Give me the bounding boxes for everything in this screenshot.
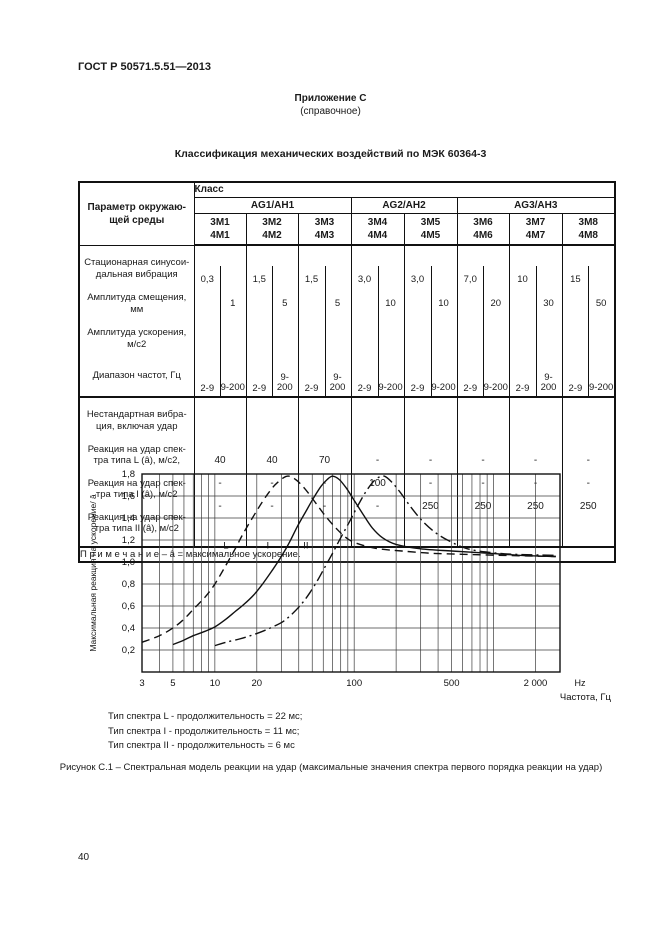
x-tick: 10 (210, 678, 221, 689)
table-cell: --250 (561, 396, 616, 548)
table-cell: 70- - (297, 396, 352, 548)
stationary-vibration-block: Стационарная синусои- дальная вибрация А… (78, 244, 616, 398)
class-3m3: 3M3 4M3 (297, 212, 352, 246)
x-unit: Hz (575, 678, 586, 688)
x-tick: 3 (139, 678, 144, 689)
legend-line-L: Тип спектра L - продолжительность = 22 м… (108, 711, 303, 722)
class-3m2: 3M2 4M2 (245, 212, 299, 246)
x-axis-label: Частота, Гц (560, 692, 612, 703)
curve-label-II: II (303, 541, 308, 552)
table-note: П р и м е ч а н и е – â = максимальное у… (78, 546, 616, 562)
group-ag3: AG3/AH3 (456, 196, 616, 214)
group-ag2: AG2/AH2 (350, 196, 458, 214)
table-cell: 0,3 1 2-9 9-200 (193, 244, 247, 398)
y-tick: 1,6 (122, 491, 135, 502)
table-cell: --250 (403, 396, 458, 548)
table-cell: 40- - (245, 396, 299, 548)
curve-L (141, 475, 556, 643)
class-3m6: 3M6 4M6 (456, 212, 510, 246)
block1-row-labels: Стационарная синусои- дальная вибрация А… (78, 244, 195, 398)
table-cell: 10 30 2-9 9- 200 (508, 244, 563, 398)
y-tick: 1,4 (122, 513, 135, 524)
chart-svg: L I II3 5 10 20 100 500 2 000 Hz0,20,40,60,81,01,… (88, 469, 612, 703)
table-cell: 1,5 5 2-9 9- 200 (245, 244, 299, 398)
block2-row-labels: Нестандартная вибра- ция, включая удар Р… (78, 396, 195, 548)
classification-table: Параметр окружаю- щей среды Класс AG1/AH… (78, 181, 617, 563)
table-cell: 1,5 5 2-9 9- 200 (297, 244, 352, 398)
class-3m4: 3M4 4M4 (350, 212, 405, 246)
y-tick: 1,0 (122, 557, 135, 568)
table-cell: 15 50 2-9 9-200 (561, 244, 616, 398)
y-tick: 1,8 (122, 469, 135, 480)
x-tick: 5 (170, 678, 175, 689)
class-3m7: 3M7 4M7 (508, 212, 563, 246)
chart-legend: Тип спектра L - продолжительность = 22 м… (108, 710, 302, 754)
figure-caption: Рисунок С.1 – Спектральная модель реакци… (59, 762, 603, 773)
appendix-title: Приложение С (294, 93, 367, 104)
y-tick: 0,4 (122, 623, 135, 634)
class-3m5: 3M5 4M5 (403, 212, 458, 246)
doc-number: ГОСТ Р 50571.5.51—2013 (78, 61, 212, 73)
y-tick: 0,8 (122, 579, 135, 590)
table-cell: 3,0 10 2-9 9-200 (350, 244, 405, 398)
curve-I (172, 475, 556, 646)
table-cell: 40- - (193, 396, 247, 548)
table-cell: --250 (456, 396, 510, 548)
appendix-heading: Приложение С (справочное) (0, 92, 661, 118)
class-header-cell: Класс (193, 181, 616, 198)
x-tick: 20 (252, 678, 263, 689)
x-tick: 100 (346, 678, 362, 689)
y-tick: 0,2 (122, 645, 135, 656)
x-tick: 2 000 (524, 678, 548, 689)
y-tick: 1,2 (122, 535, 135, 546)
class-3m8: 3M8 4M8 (561, 212, 616, 246)
table-cell: 3,0 10 2-9 9-200 (403, 244, 458, 398)
group-ag1: AG1/AH1 (193, 196, 352, 214)
shock-response-chart: L I II 3 5 10 20 100 500 2 000 Hz 0,2 0,4 0,6 0,8 1,0 1,… (86, 466, 631, 706)
curve-label-L: L (223, 541, 228, 552)
curve-II (214, 475, 556, 647)
legend-line-I: Тип спектра I - продолжительность = 11 м… (108, 725, 300, 737)
legend-line-II: Тип спектра II - продолжительность = 6 м… (108, 740, 295, 751)
table-title: Классификация механических воздействий п… (174, 148, 487, 160)
page-number: 40 (78, 852, 90, 863)
class-codes-row: 3M1 4M1 3M2 4M2 3M3 4M3 3M4 4M4 3M5 4M5 … (79, 212, 616, 246)
param-header-cell: Параметр окружаю- щей среды (78, 181, 195, 246)
class-3m1: 3M1 4M1 (193, 212, 247, 246)
table-cell: 7,0 20 2-9 9-200 (456, 244, 510, 398)
x-tick: 500 (444, 678, 460, 689)
y-axis-label: Максимальная реакция на ускорение/ â (88, 494, 98, 652)
y-tick: 0,6 (122, 601, 135, 612)
appendix-note: (справочное) (300, 106, 361, 117)
curve-label-I: I (267, 541, 270, 552)
nonstationary-vibration-block: Нестандартная вибра- ция, включая удар Р… (78, 396, 616, 548)
